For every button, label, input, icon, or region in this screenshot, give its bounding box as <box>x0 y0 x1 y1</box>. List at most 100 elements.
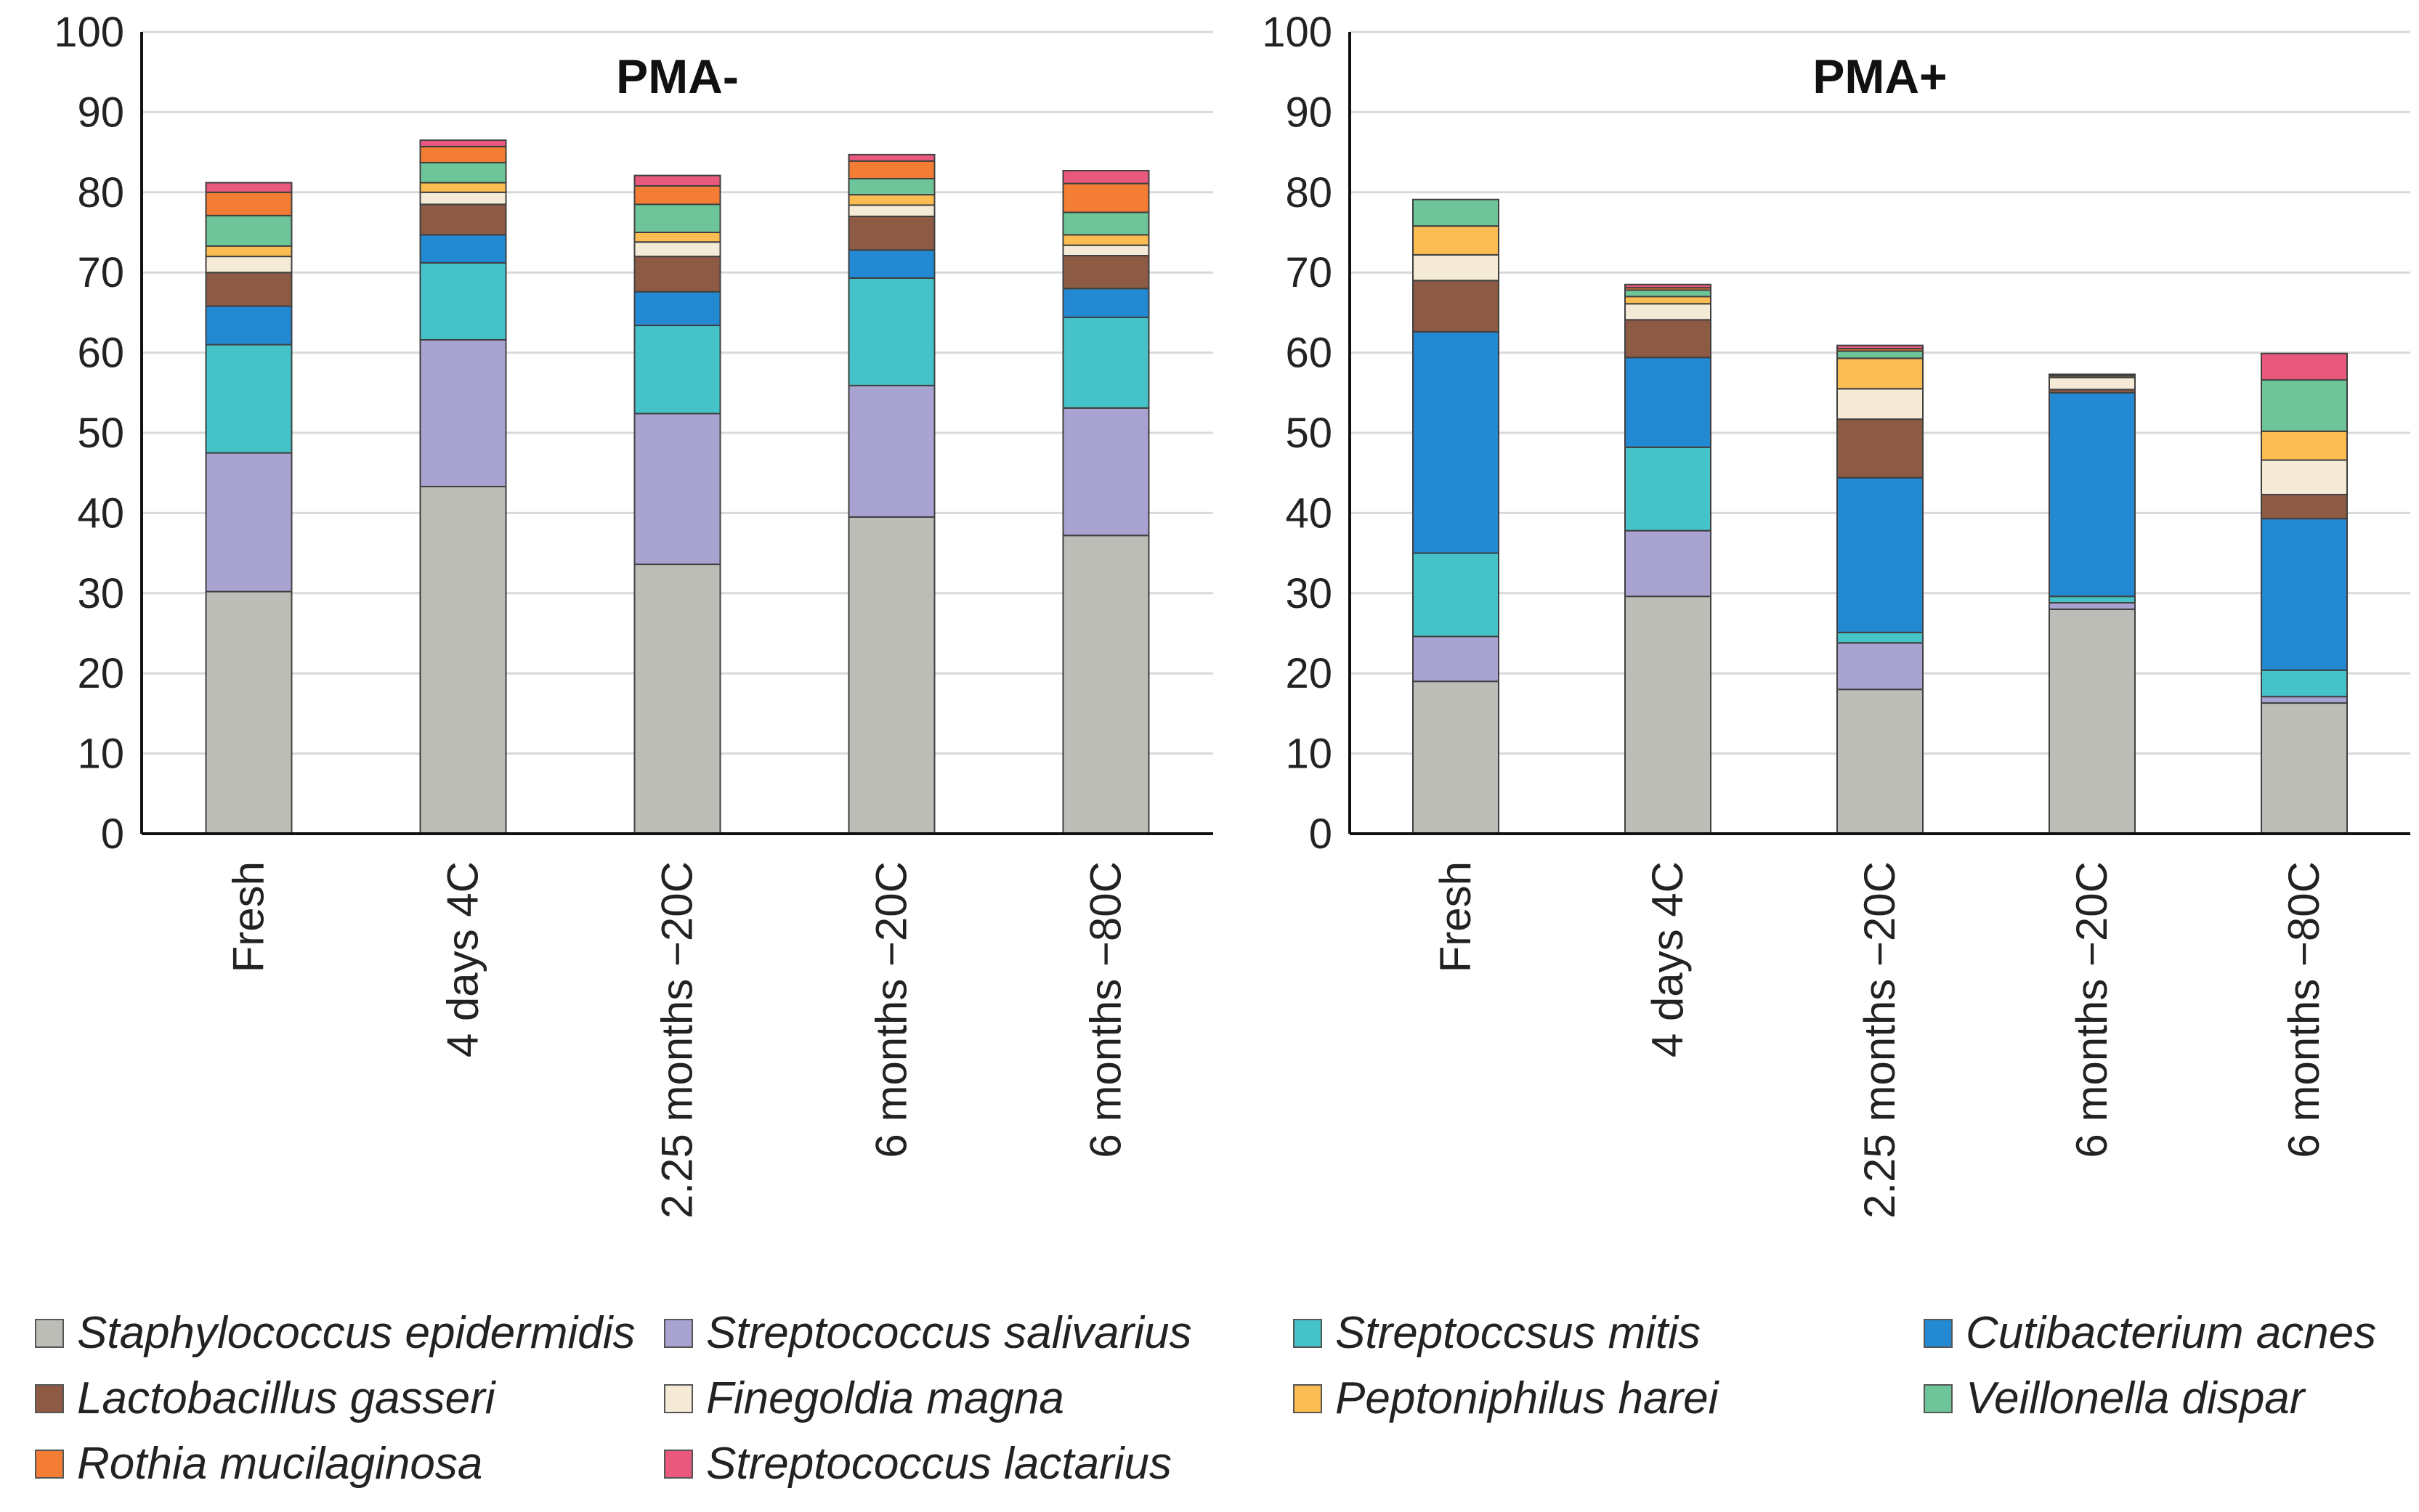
y-tick-label: 90 <box>1285 89 1332 136</box>
bar-segment <box>205 272 293 307</box>
bar-segment <box>1624 303 1711 321</box>
x-category-label: Fresh <box>224 861 273 972</box>
bar-segment <box>1412 680 1499 834</box>
bar-segment <box>1062 182 1150 214</box>
bar-segment <box>1412 253 1499 282</box>
bar-segment <box>419 203 507 236</box>
bar-segment <box>2261 379 2348 432</box>
legend-label: Rothia mucilaginosa <box>77 1439 483 1489</box>
bar-segment <box>1836 688 1924 835</box>
bar-segment <box>1412 225 1499 256</box>
bar-segment <box>2049 376 2136 391</box>
legend-item-veillonella-dispar: Veillonella dispar <box>1924 1373 2304 1424</box>
bar-segment <box>1062 211 1150 236</box>
legend-label: Peptoniphilus harei <box>1335 1373 1719 1423</box>
legend-swatch <box>1924 1318 1953 1348</box>
y-tick-label: 30 <box>1285 570 1332 617</box>
y-tick-label: 80 <box>77 169 124 216</box>
bar-segment <box>848 160 936 180</box>
y-tick-label: 50 <box>77 410 124 457</box>
bar-segment <box>419 139 507 147</box>
bar-segment <box>848 178 936 196</box>
bar-segment <box>1624 296 1711 305</box>
legend-swatch <box>664 1383 693 1413</box>
bar-segment <box>1412 280 1499 333</box>
bar-segment <box>1062 255 1150 290</box>
y-tick-label: 60 <box>77 330 124 377</box>
y-tick-label: 90 <box>77 89 124 136</box>
bar-segment <box>633 412 721 566</box>
bar-segment <box>2049 602 2136 610</box>
x-category-label: 6 months −20C <box>2067 861 2116 1158</box>
legend-label: Lactobacillus gasseri <box>77 1373 495 1423</box>
bar-segment <box>205 305 293 346</box>
bar-segment <box>205 590 293 834</box>
bar-segment <box>419 485 507 835</box>
y-tick-label: 10 <box>77 731 124 778</box>
bar-segment <box>2261 518 2348 671</box>
bar-segment <box>1624 289 1711 298</box>
x-category-label: 2.25 months −20C <box>1855 861 1904 1219</box>
bar-segment <box>1062 169 1150 184</box>
panel-title: PMA+ <box>1812 49 1947 103</box>
legend-swatch <box>664 1318 693 1348</box>
legend-item-streptococcus-lactarius: Streptococcus lactarius <box>664 1438 1172 1489</box>
bar-segment <box>848 277 936 386</box>
bar-segment <box>1624 446 1711 532</box>
x-category-label: 4 days 4C <box>439 861 487 1057</box>
bar-segment <box>205 182 293 193</box>
bar-segment <box>1836 476 1924 633</box>
legend-swatch <box>1924 1383 1953 1413</box>
legend-item-streptoccsus-mitis: Streptoccsus mitis <box>1293 1307 1701 1359</box>
bar-segment <box>1624 319 1711 359</box>
bar-segment <box>633 241 721 258</box>
bar-segment <box>1836 631 1924 644</box>
bar-segment <box>419 191 507 206</box>
bar-segment <box>633 184 721 206</box>
legend-item-finegoldia-magna: Finegoldia magna <box>664 1373 1064 1424</box>
y-tick-label: 0 <box>101 810 124 858</box>
bar-segment <box>1624 596 1711 834</box>
bar-segment <box>1062 234 1150 246</box>
bar-segment <box>848 215 936 251</box>
x-category-label: Fresh <box>1431 861 1480 972</box>
bar-segment <box>205 452 293 593</box>
legend-label: Streptococcus lactarius <box>706 1439 1172 1489</box>
legend-item-streptococcus-salivarius: Streptococcus salivarius <box>664 1307 1192 1359</box>
bar-segment <box>633 256 721 293</box>
panel-title: PMA- <box>616 49 739 103</box>
bar-segment <box>848 204 936 217</box>
bar-segment <box>205 191 293 216</box>
y-tick-label: 40 <box>77 489 124 537</box>
bar-segment <box>2049 373 2136 376</box>
bar-segment <box>2261 459 2348 496</box>
bar-segment <box>1624 529 1711 598</box>
bar-segment <box>633 203 721 233</box>
legend-label: Cutibacterium acnes <box>1966 1308 2377 1358</box>
legend-item-staphylococcus-epidermidis: Staphylococcus epidermidis <box>35 1307 636 1359</box>
bar-segment <box>2261 696 2348 704</box>
y-tick-label: 80 <box>1285 169 1332 216</box>
bar-segment <box>848 194 936 206</box>
bar-segment <box>848 516 936 834</box>
bar-segment <box>633 290 721 327</box>
legend-swatch <box>35 1449 64 1479</box>
bar-segment <box>2049 596 2136 604</box>
x-category-label: 6 months −80C <box>1082 861 1130 1158</box>
bar-segment <box>1836 642 1924 691</box>
bar-segment <box>2049 608 2136 834</box>
bar-segment <box>1062 288 1150 319</box>
legend-swatch <box>1293 1383 1322 1413</box>
bar-segment <box>633 325 721 415</box>
legend-swatch <box>35 1383 64 1413</box>
bar-segment <box>633 232 721 243</box>
bar-segment <box>848 153 936 162</box>
y-tick-label: 30 <box>77 570 124 617</box>
bar-segment <box>2049 391 2136 598</box>
bar-segment <box>1062 244 1150 257</box>
bar-segment <box>1624 357 1711 448</box>
legend-label: Staphylococcus epidermidis <box>77 1308 636 1358</box>
bar-segment <box>419 145 507 163</box>
y-tick-label: 50 <box>1285 410 1332 457</box>
